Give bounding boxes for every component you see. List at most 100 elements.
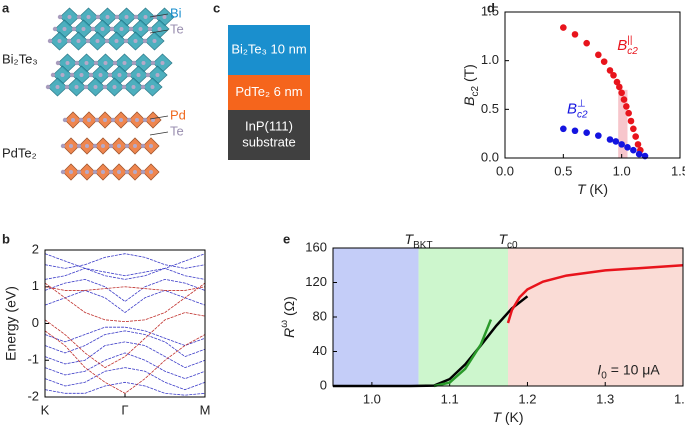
layer-label: InP(111) <box>245 118 293 133</box>
atom <box>157 27 162 31</box>
atom <box>69 144 73 148</box>
atom <box>131 85 136 89</box>
atom <box>92 169 98 175</box>
superscript: ⊥ <box>577 98 586 109</box>
point <box>571 127 579 135</box>
y-tick-label: 80 <box>313 308 327 323</box>
atom <box>60 143 66 149</box>
label: TBKT <box>405 231 433 251</box>
point <box>623 103 630 110</box>
atom <box>108 143 114 149</box>
series-line <box>506 264 684 324</box>
y-axis-label: Energy (eV) <box>3 286 19 361</box>
point <box>624 143 631 151</box>
atom <box>142 117 148 123</box>
atom <box>92 143 98 149</box>
y-tick-label: 0.0 <box>481 149 499 164</box>
atom <box>55 60 61 66</box>
x-tick-label: 1.1 <box>441 391 459 406</box>
x-tick-label: 1.3 <box>596 391 614 406</box>
atom <box>119 27 124 31</box>
series-line <box>44 286 206 291</box>
panel-label: b <box>2 231 10 246</box>
atom <box>62 27 67 31</box>
atom <box>140 84 146 90</box>
label: Rω (Ω) <box>279 296 297 338</box>
subscript: c0 <box>507 240 518 251</box>
atom <box>133 39 138 43</box>
subscript: c2 <box>577 109 588 120</box>
point <box>612 138 620 145</box>
atom <box>143 15 148 19</box>
series-line <box>44 253 206 280</box>
atom <box>131 60 137 66</box>
label: I0 = 10 μA <box>597 361 660 381</box>
atom <box>149 144 153 148</box>
point <box>606 136 614 143</box>
y-tick-label: 1.0 <box>481 52 499 67</box>
atom <box>65 61 70 65</box>
unit: (Ω) <box>281 296 297 320</box>
point <box>583 129 590 136</box>
atom <box>95 14 101 20</box>
atom <box>122 61 127 65</box>
point <box>610 71 617 79</box>
atom <box>150 85 155 89</box>
panel-label: d <box>487 0 495 15</box>
shade <box>618 89 628 158</box>
atom <box>128 26 134 32</box>
y-tick-label: 2 <box>32 241 39 256</box>
x-tick-label: 1.0 <box>363 391 381 406</box>
layer <box>228 75 310 110</box>
atom <box>117 73 122 77</box>
atom <box>45 84 51 90</box>
atom <box>85 170 89 174</box>
x-tick-label: M <box>200 402 211 417</box>
atom <box>85 144 89 148</box>
atom <box>88 72 94 78</box>
x-tick-label: 0.5 <box>554 163 572 178</box>
panel-label: e <box>283 231 290 246</box>
point <box>632 133 639 140</box>
series-line <box>44 367 206 391</box>
unit: = 10 μA <box>607 361 660 377</box>
y-tick-label: 0.5 <box>481 101 499 116</box>
series-line <box>433 319 493 388</box>
y-tick-label: 1 <box>32 278 39 293</box>
atom <box>155 73 160 77</box>
compound-label: PdTe₂ <box>2 145 37 160</box>
x-tick-label: K <box>41 402 50 417</box>
y-tick-label: 1.5 <box>481 3 499 18</box>
atom-label: Pd <box>170 107 186 122</box>
atom <box>57 14 63 20</box>
layer <box>228 25 310 75</box>
atom <box>152 14 158 20</box>
label: B⊥ c2 <box>567 98 588 120</box>
point <box>595 51 602 59</box>
atom <box>117 170 121 174</box>
atom <box>50 72 56 78</box>
atom <box>108 169 114 175</box>
unit: (K) <box>586 181 609 197</box>
atom <box>69 170 73 174</box>
atom <box>69 72 75 78</box>
atom <box>76 143 82 149</box>
atom <box>135 118 139 122</box>
x-tick-label: 0.0 <box>496 163 514 178</box>
series-line <box>44 381 206 396</box>
x-tick-label: Γ <box>121 402 128 417</box>
atom <box>79 73 84 77</box>
atom <box>133 170 137 174</box>
point <box>606 67 614 74</box>
layer <box>228 110 310 160</box>
atom <box>126 117 132 123</box>
atom <box>71 118 75 122</box>
symbol: T <box>492 409 502 425</box>
label: Tc0 <box>498 231 518 251</box>
symbol: B <box>617 37 627 54</box>
label: T (K) <box>577 181 608 197</box>
layer-label: Bi₂Te₃ 10 nm <box>231 41 306 56</box>
superscript: || <box>627 35 632 46</box>
atom <box>145 72 151 78</box>
